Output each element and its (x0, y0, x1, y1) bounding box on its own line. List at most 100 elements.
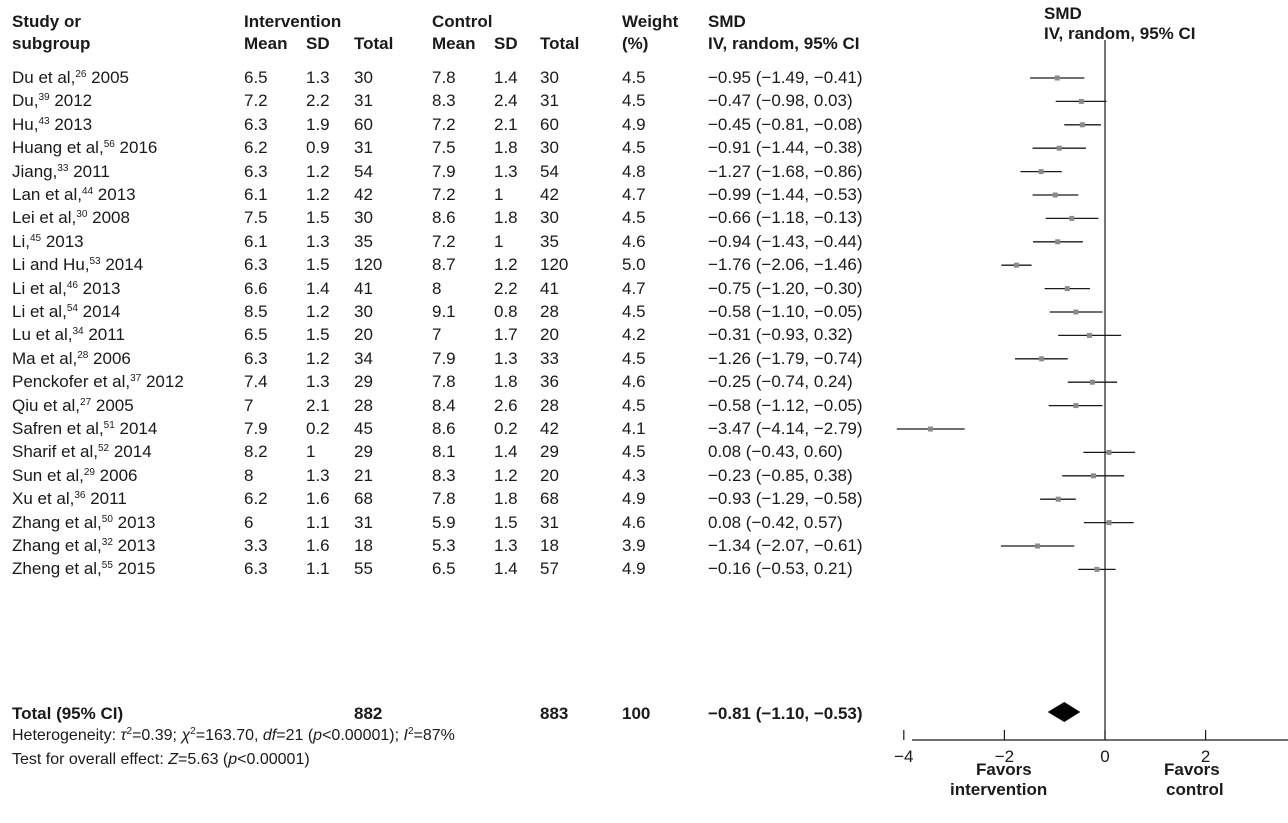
cell-int-total: 30 (354, 68, 373, 87)
study-point (1069, 215, 1075, 221)
cell-int-sd: 1.5 (306, 208, 330, 228)
cell-weight: 4.2 (622, 325, 646, 345)
cell-ctl-total: 60 (540, 114, 559, 134)
cell-ci: −0.75 (−1.20, −0.30) (708, 278, 863, 298)
study-ref: 29 (83, 466, 95, 478)
study-year: 2014 (114, 419, 158, 438)
chi-symbol: χ (181, 727, 191, 744)
study-year: 2008 (87, 208, 130, 228)
heterogeneity-line: Heterogeneity: τ2=0.39; χ2=163.70, df=21… (12, 726, 455, 745)
cell-weight: 4.6 (622, 372, 646, 392)
study-ref: 27 (80, 396, 92, 408)
total-weight: 100 (622, 704, 651, 723)
study-name: Zhang et al,50 2013 (12, 513, 155, 533)
study-year: 2011 (68, 161, 110, 181)
study-author: Jiang, (12, 161, 58, 181)
cell-ctl-total: 30 (540, 68, 559, 87)
cell-int-sd: 1.2 (306, 161, 330, 181)
cell-ctl-sd: 1.4 (494, 68, 518, 87)
study-name: Li and Hu,53 2014 (12, 255, 143, 275)
cell-int-total: 31 (354, 138, 373, 158)
cell-ctl-sd: 1.8 (494, 138, 518, 158)
study-name: Sharif et al,52 2014 (12, 442, 152, 462)
cell-weight: 4.5 (622, 138, 646, 158)
cell-int-mean: 6.2 (244, 138, 268, 158)
study-point (927, 426, 933, 432)
cell-ctl-sd: 1 (494, 185, 504, 204)
cell-ctl-total: 120 (540, 255, 569, 275)
cell-int-total: 20 (354, 325, 373, 345)
cell-int-mean: 7.4 (244, 372, 268, 392)
cell-int-total: 55 (354, 559, 373, 579)
overall-effect-line: Test for overall effect: Z=5.63 (p<0.000… (12, 750, 310, 770)
study-point (1079, 122, 1085, 128)
cell-ci: −0.47 (−0.98, 0.03) (708, 91, 853, 111)
study-ref: 43 (38, 115, 50, 127)
cell-ctl-total: 41 (540, 278, 559, 298)
study-year: 2016 (114, 138, 158, 158)
cell-ci: 0.08 (−0.42, 0.57) (708, 512, 843, 532)
cell-int-sd: 1.1 (306, 512, 330, 532)
cell-ctl-sd: 1.7 (494, 325, 518, 345)
cell-int-total: 54 (354, 161, 373, 181)
cell-ci: −0.45 (−0.81, −0.08) (708, 114, 863, 134)
cell-int-sd: 1.2 (306, 302, 330, 321)
study-year: 2014 (77, 302, 121, 321)
cell-ci: −0.93 (−1.29, −0.58) (708, 489, 863, 509)
study-ref: 53 (89, 256, 101, 268)
study-ref: 28 (77, 349, 89, 361)
heterogeneity-prefix: Heterogeneity: (12, 727, 121, 744)
study-year: 2006 (94, 465, 138, 485)
cell-weight: 4.3 (622, 465, 646, 485)
study-ref: 34 (72, 326, 84, 338)
cell-int-mean: 8.5 (244, 302, 268, 321)
study-name: Lei et al,30 2008 (12, 208, 130, 228)
study-name: Lu et al,34 2011 (12, 325, 125, 345)
cell-ctl-sd: 1.2 (494, 465, 518, 485)
cell-ctl-mean: 8.6 (432, 419, 456, 438)
x-axis-tick-label: −2 (995, 747, 1014, 766)
study-header-line1: Study or (12, 12, 81, 31)
study-ref: 44 (81, 186, 94, 197)
cell-ctl-sd: 1.3 (494, 161, 518, 181)
cell-int-total: 35 (354, 231, 373, 251)
study-name: Du,39 2012 (12, 91, 92, 111)
cell-int-mean: 6.2 (244, 489, 268, 509)
cell-int-mean: 7.2 (244, 91, 268, 111)
cell-ci: −1.76 (−2.06, −1.46) (708, 255, 863, 275)
cell-ctl-mean: 7.5 (432, 138, 456, 158)
cell-ci: −0.66 (−1.18, −0.13) (708, 208, 863, 228)
cell-int-mean: 6.1 (244, 231, 268, 251)
cell-int-mean: 6.5 (244, 325, 268, 345)
study-point (1055, 496, 1061, 502)
cell-ctl-mean: 7.2 (432, 114, 456, 134)
cell-int-sd: 1.6 (306, 489, 330, 509)
cell-int-sd: 1.2 (306, 348, 330, 368)
cell-int-sd: 2.1 (306, 395, 330, 415)
study-author: Zheng et al, (12, 559, 102, 579)
control-header: Control (432, 12, 493, 31)
weight-header-line1: Weight (622, 12, 679, 31)
cell-int-sd: 1 (306, 442, 316, 462)
total-ctl-n: 883 (540, 704, 569, 723)
favors-right-line1: Favors (1164, 760, 1220, 779)
cell-ctl-sd: 2.4 (494, 91, 518, 111)
study-point (1056, 145, 1062, 151)
cell-int-total: 21 (354, 465, 373, 485)
study-year: 2013 (77, 278, 121, 298)
x-axis-tick-label: 0 (1100, 747, 1109, 766)
cell-ctl-total: 28 (540, 302, 559, 321)
cell-ci: −0.25 (−0.74, 0.24) (708, 372, 853, 392)
z-value: =5.63 ( (178, 751, 229, 768)
study-author: Li et al, (12, 278, 67, 298)
tau-value: =0.39; (132, 727, 182, 744)
z-symbol: Z (168, 751, 178, 768)
cell-int-mean: 7 (244, 395, 254, 415)
cell-weight: 4.9 (622, 114, 646, 134)
study-author: Lan et al, (12, 185, 82, 204)
cell-ctl-sd: 1.5 (494, 512, 518, 532)
cell-ctl-total: 30 (540, 208, 559, 228)
study-name: Xu et al,36 2011 (12, 489, 127, 509)
study-ref: 55 (101, 560, 113, 572)
